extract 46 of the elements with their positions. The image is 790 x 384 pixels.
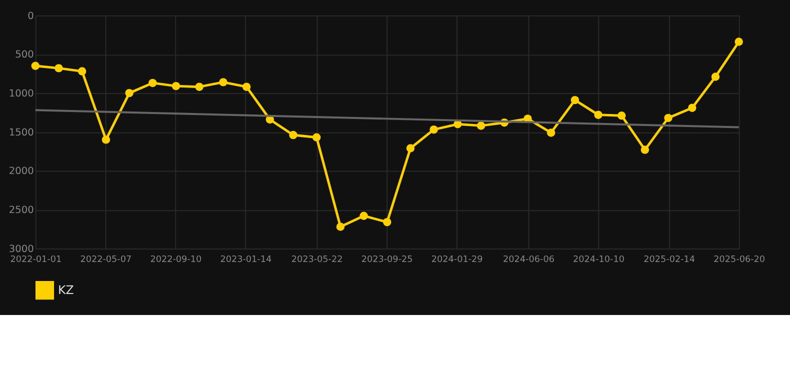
point bbox=[195, 82, 204, 91]
point bbox=[125, 88, 134, 98]
point bbox=[102, 136, 110, 144]
x-tick-label: 2025-06-20 bbox=[714, 254, 766, 265]
x-tick-label: 2023-09-25 bbox=[361, 254, 413, 265]
point bbox=[476, 122, 486, 130]
point bbox=[570, 96, 580, 104]
point bbox=[148, 78, 157, 88]
point bbox=[360, 212, 368, 220]
point bbox=[617, 111, 626, 120]
point bbox=[54, 64, 63, 72]
x-tick-label: 2023-05-22 bbox=[291, 254, 343, 265]
x-tick-label: 2022-01-01 bbox=[10, 254, 62, 265]
y-tick-label: 3000 bbox=[8, 244, 34, 255]
point bbox=[711, 72, 720, 81]
point bbox=[219, 78, 228, 86]
point bbox=[546, 128, 556, 137]
point bbox=[594, 110, 602, 119]
y-tick-label: 1500 bbox=[8, 127, 34, 138]
point bbox=[31, 62, 40, 70]
x-tick-label: 2025-02-14 bbox=[644, 254, 696, 265]
point bbox=[336, 222, 345, 231]
point bbox=[406, 144, 415, 152]
x-tick-label: 2022-09-10 bbox=[150, 254, 202, 265]
point bbox=[172, 82, 180, 90]
point bbox=[242, 82, 251, 91]
legend-label: KZ bbox=[58, 283, 74, 298]
point bbox=[383, 218, 392, 226]
y-tick-label: 0 bbox=[28, 10, 34, 22]
x-tick-label: 2024-10-10 bbox=[573, 254, 625, 265]
x-tick-label: 2023-01-14 bbox=[220, 254, 272, 265]
point bbox=[430, 125, 438, 134]
point bbox=[688, 104, 696, 112]
point bbox=[289, 130, 298, 140]
point bbox=[734, 38, 743, 46]
y-tick-label: 500 bbox=[15, 50, 34, 61]
y-tick-label: 2000 bbox=[8, 166, 34, 178]
point bbox=[312, 133, 321, 142]
x-tick-label: 2024-01-29 bbox=[431, 254, 483, 265]
point bbox=[640, 146, 650, 154]
point bbox=[78, 67, 86, 76]
x-tick-label: 2022-05-07 bbox=[80, 254, 132, 265]
x-tick-label: 2024-06-06 bbox=[503, 254, 555, 265]
y-tick-label: 1000 bbox=[8, 88, 34, 100]
point bbox=[664, 114, 672, 122]
y-tick-label: 2500 bbox=[8, 205, 34, 216]
